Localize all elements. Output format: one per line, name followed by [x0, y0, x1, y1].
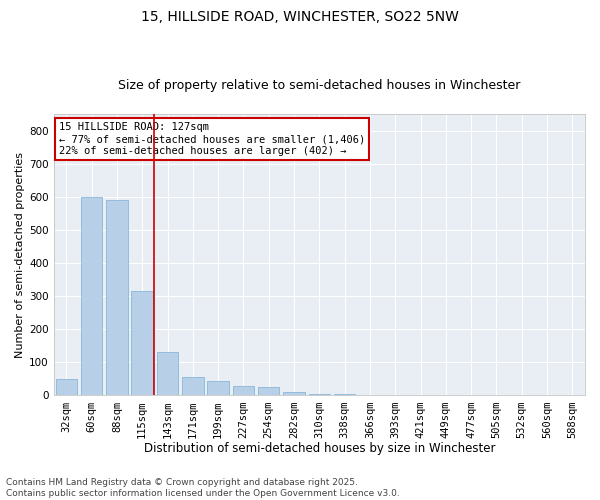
Bar [233, 386, 254, 396]
Bar [334, 394, 355, 396]
Text: 15 HILLSIDE ROAD: 127sqm
← 77% of semi-detached houses are smaller (1,406)
22% o: 15 HILLSIDE ROAD: 127sqm ← 77% of semi-d… [59, 122, 365, 156]
Text: Contains HM Land Registry data © Crown copyright and database right 2025.
Contai: Contains HM Land Registry data © Crown c… [6, 478, 400, 498]
Bar [131, 291, 153, 396]
Bar [81, 197, 103, 396]
Bar [308, 394, 330, 396]
Bar [208, 380, 229, 396]
Bar [182, 378, 203, 396]
Bar [106, 200, 128, 396]
X-axis label: Distribution of semi-detached houses by size in Winchester: Distribution of semi-detached houses by … [143, 442, 495, 455]
Text: 15, HILLSIDE ROAD, WINCHESTER, SO22 5NW: 15, HILLSIDE ROAD, WINCHESTER, SO22 5NW [141, 10, 459, 24]
Bar [283, 392, 305, 396]
Bar [157, 352, 178, 396]
Title: Size of property relative to semi-detached houses in Winchester: Size of property relative to semi-detach… [118, 79, 521, 92]
Y-axis label: Number of semi-detached properties: Number of semi-detached properties [15, 152, 25, 358]
Bar [56, 379, 77, 396]
Bar [258, 387, 280, 396]
